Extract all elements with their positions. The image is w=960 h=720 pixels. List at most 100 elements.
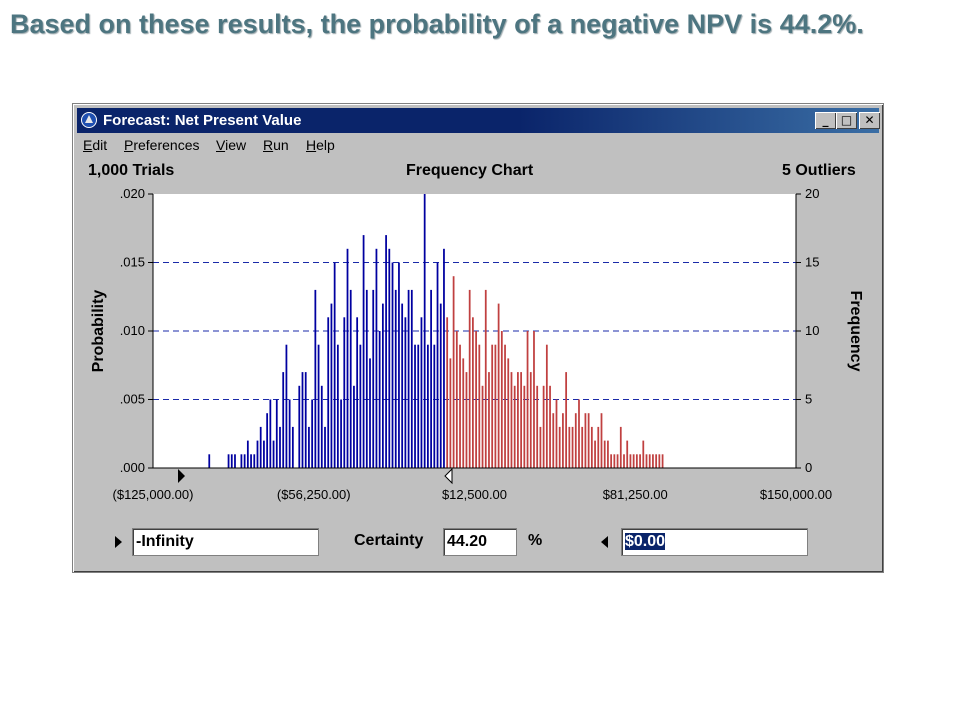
histogram-bar [539, 426, 542, 468]
menu-view[interactable]: View [216, 137, 247, 153]
histogram-bar [314, 289, 317, 468]
minimize-button[interactable]: _ [815, 112, 836, 129]
histogram-bar [291, 426, 294, 468]
histogram-bar [455, 331, 458, 468]
histogram-bar [542, 385, 545, 468]
histogram-bar [452, 276, 455, 468]
lower-arrow-icon[interactable] [115, 536, 122, 548]
histogram-bar [549, 385, 551, 468]
histogram-bar [648, 454, 651, 468]
histogram-bar [385, 235, 387, 468]
histogram-bar [587, 413, 590, 468]
histogram-bar [594, 440, 596, 468]
histogram-bar [436, 262, 439, 468]
certainty-input[interactable]: 44.20 [443, 528, 517, 556]
app-icon [81, 112, 97, 128]
upper-bound-input[interactable]: $0.00 [621, 528, 808, 556]
histogram-bar [407, 289, 410, 468]
frequency-chart: .000 .005 .010 .015 .020 0 5 10 15 20 ($125,000.… [90, 186, 864, 502]
x-tick-label: ($56,250.00) [277, 487, 351, 502]
y-tick-label: .000 [120, 460, 145, 475]
histogram-bar [517, 372, 519, 468]
outliers-count: 5 Outliers [782, 162, 856, 179]
histogram-bar [635, 454, 638, 468]
histogram-bar [536, 385, 539, 468]
upper-grabber-icon[interactable] [444, 467, 453, 485]
histogram-bar [356, 317, 359, 468]
upper-arrow-icon[interactable] [601, 536, 608, 548]
histogram-bar [394, 289, 397, 468]
histogram-bar [266, 413, 269, 468]
maximize-button[interactable]: □ [836, 112, 857, 129]
histogram-bar [263, 440, 265, 468]
y-tick-label: .015 [120, 255, 145, 270]
histogram-bar [500, 331, 503, 468]
menu-preferences[interactable]: Preferences [124, 137, 200, 153]
y2-tick-labels: 0 5 10 15 20 [796, 186, 819, 475]
window-title: Forecast: Net Present Value [103, 112, 302, 129]
histogram-bar [590, 426, 593, 468]
histogram-bar [491, 344, 494, 468]
histogram-bar [465, 372, 468, 468]
histogram-bar [378, 331, 381, 468]
histogram-bar [661, 454, 664, 468]
menu-run[interactable]: Run [263, 137, 289, 153]
window-titlebar[interactable]: Forecast: Net Present Value _ □ ✕ [77, 108, 880, 133]
menu-edit[interactable]: Edit [83, 137, 108, 153]
y2-tick-label: 5 [805, 392, 812, 407]
y2-tick-label: 20 [805, 186, 819, 201]
histogram-bar [504, 344, 506, 468]
y-tick-label: .005 [120, 392, 145, 407]
histogram-bar [317, 344, 320, 468]
close-button[interactable]: ✕ [859, 112, 880, 129]
histogram-bar [552, 413, 555, 468]
histogram-bar [346, 248, 349, 468]
histogram-bar [410, 289, 413, 468]
histogram-bar [584, 413, 587, 468]
x-tick-label: ($125,000.00) [113, 487, 194, 502]
menu-help[interactable]: Help [306, 137, 335, 153]
histogram-bar [600, 413, 603, 468]
histogram-bar [462, 358, 465, 468]
y2-tick-label: 0 [805, 460, 812, 475]
histogram-bar [565, 372, 568, 468]
histogram-bar [269, 399, 272, 468]
histogram-bar [481, 385, 484, 468]
histogram-bars [208, 194, 664, 468]
histogram-bar [369, 358, 371, 468]
histogram-bar [298, 385, 301, 468]
histogram-bar [446, 317, 449, 468]
histogram-bar [372, 289, 375, 468]
y-tick-label: .010 [120, 323, 145, 338]
histogram-bar [304, 372, 307, 468]
histogram-bar [327, 317, 330, 468]
histogram-bar [629, 454, 632, 468]
histogram-bar [655, 454, 658, 468]
histogram-bar [439, 303, 442, 468]
y2-tick-label: 15 [805, 255, 819, 270]
histogram-bar [240, 454, 243, 468]
chart-title: Frequency Chart [406, 162, 534, 179]
histogram-bar [404, 317, 407, 468]
histogram-bar [623, 454, 625, 468]
histogram-bar [468, 289, 471, 468]
certainty-label: Certainty [354, 532, 424, 549]
histogram-bar [272, 440, 275, 468]
histogram-bar [507, 358, 510, 468]
histogram-bar [333, 262, 336, 468]
histogram-bar [253, 454, 256, 468]
histogram-bar [430, 289, 432, 468]
menu-bar: Edit Preferences View Run Help [77, 134, 879, 156]
histogram-bar [555, 399, 558, 468]
histogram-bar [494, 344, 497, 468]
histogram-bar [475, 331, 477, 468]
histogram-bar [308, 426, 310, 468]
lower-grabber-icon[interactable] [178, 469, 185, 483]
histogram-bar [578, 399, 580, 468]
histogram-bar [545, 344, 548, 468]
histogram-bar [568, 426, 571, 468]
histogram-bar [526, 331, 529, 468]
histogram-bar [208, 454, 211, 468]
lower-bound-input[interactable]: -Infinity [132, 528, 319, 556]
histogram-bar [459, 344, 461, 468]
